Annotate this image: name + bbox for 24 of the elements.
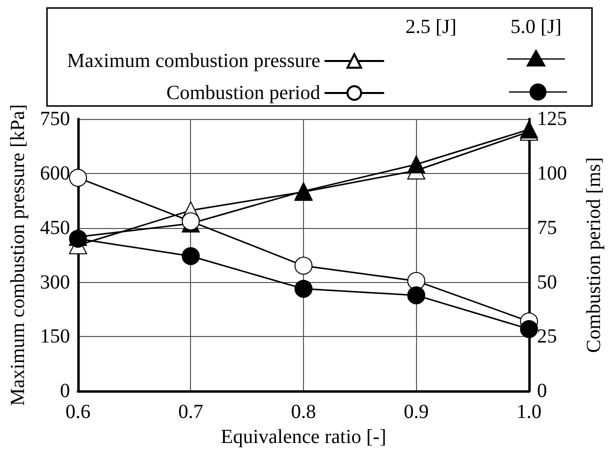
x-axis-title: Equivalence ratio [-]: [220, 426, 386, 448]
legend-label: Maximum combustion pressure: [66, 50, 320, 72]
y2-tick-label: 125: [537, 108, 567, 130]
y2-tick-label: 100: [537, 162, 567, 184]
text: 5.0 [J]: [510, 16, 562, 38]
x-tick-label: 0.7: [178, 401, 204, 424]
y-tick-label: 750: [40, 108, 70, 130]
x-tick-label: 0.8: [291, 401, 316, 424]
y2-tick-label: 50: [537, 271, 557, 294]
x-tick-label: 0.6: [66, 401, 90, 424]
y2-axis-title: Combustion period [ms]: [583, 157, 605, 353]
x-tick-label: 0.9: [404, 401, 429, 424]
y2-tick-label: 0: [537, 380, 547, 402]
y2-tick-label: 75: [537, 216, 557, 239]
y-tick-label: 600: [40, 162, 70, 184]
x-tick-label: 1.0: [516, 401, 542, 424]
text: 2.5 [J]: [405, 16, 457, 38]
legend-label: Combustion period: [166, 82, 320, 104]
y-tick-label: 0: [60, 380, 70, 402]
y-tick-label: 450: [40, 216, 70, 239]
y-tick-label: 150: [40, 326, 70, 348]
y-axis-title: Maximum combustion pressure [kPa]: [7, 104, 29, 406]
y-tick-label: 300: [40, 271, 70, 294]
y2-tick-label: 25: [537, 326, 557, 348]
